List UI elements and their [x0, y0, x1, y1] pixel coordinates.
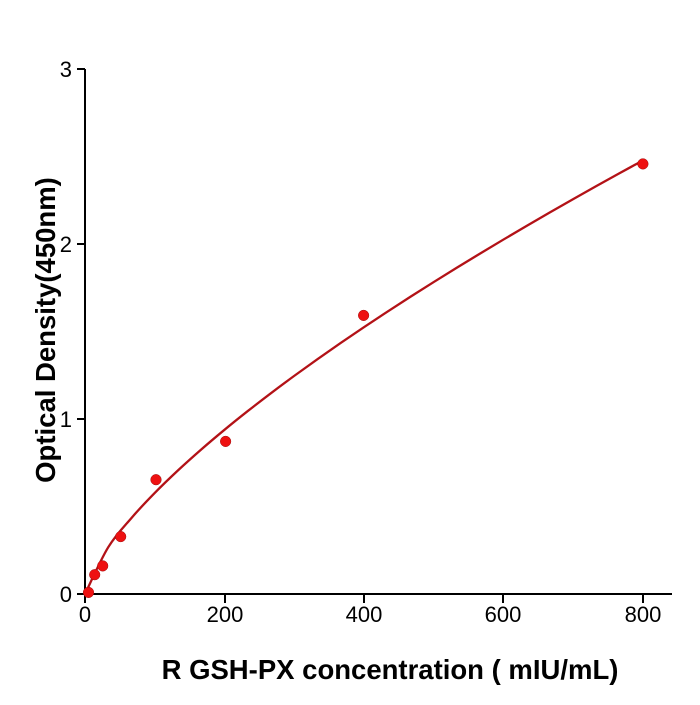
svg-text:0: 0: [60, 582, 72, 607]
svg-text:600: 600: [485, 602, 522, 627]
svg-text:1: 1: [60, 407, 72, 432]
svg-text:200: 200: [207, 602, 244, 627]
svg-text:R GSH-PX concentration ( mIU/: R GSH-PX concentration ( mIU/mL): [162, 654, 619, 685]
svg-text:Optical Density(450nm): Optical Density(450nm): [30, 177, 61, 483]
svg-text:3: 3: [60, 57, 72, 82]
svg-text:400: 400: [346, 602, 383, 627]
svg-text:2: 2: [60, 232, 72, 257]
svg-text:800: 800: [625, 602, 662, 627]
svg-text:0: 0: [79, 602, 91, 627]
